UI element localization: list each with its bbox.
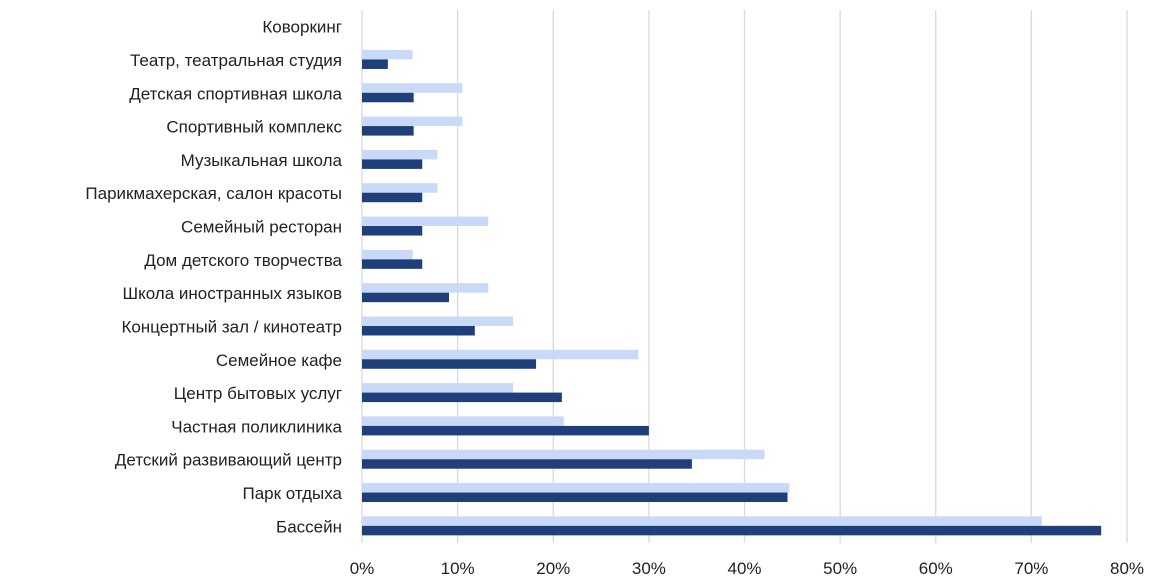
bar-series-2 [362,259,423,269]
bars [362,49,1102,536]
category-label: Центр бытовых услуг [174,384,342,403]
category-label: Концертный зал / кинотеатр [121,317,342,336]
category-label: Музыкальная школа [181,151,343,170]
bar-series-2 [362,292,450,303]
bar-series-1 [362,516,1042,526]
category-label: Театр, театральная студия [130,51,342,70]
bar-series-2 [362,59,388,69]
category-label: Бассейн [276,517,342,536]
category-label: Школа иностранных языков [123,284,342,303]
bar-series-1 [362,116,463,127]
bar-series-2 [362,392,562,403]
bar-series-1 [362,449,765,460]
bar-series-2 [362,126,414,136]
category-label: Семейный ресторан [181,218,342,237]
bar-series-2 [362,525,1102,536]
bar-series-1 [362,483,790,493]
bar-series-1 [362,49,413,60]
category-label: Детский развивающий центр [115,451,342,470]
bar-series-2 [362,359,537,369]
x-tick-label: 30% [632,559,666,578]
x-tick-label: 10% [441,559,475,578]
bar-series-1 [362,416,564,426]
bar-series-1 [362,383,514,393]
category-labels: Коворкинг Театр, театральная студия Детска… [85,18,342,537]
x-tick-label: 50% [823,559,857,578]
bar-series-2 [362,92,414,103]
x-tick-label: 60% [919,559,953,578]
bar-series-1 [362,149,438,160]
category-label: Коворкинг [262,18,342,37]
bar-series-2 [362,159,423,169]
gridlines [361,10,1128,543]
category-label: Спортивный комплекс [166,118,342,137]
category-label: Дом детского творчества [144,251,342,270]
bar-series-1 [362,183,438,193]
category-label: Частная поликлиника [171,417,342,436]
category-label: Парк отдыха [243,484,343,503]
x-tick-label: 20% [536,559,570,578]
x-tick-label: 0% [350,559,375,578]
x-tick-label: 80% [1110,559,1144,578]
bar-series-2 [362,425,649,436]
bar-series-2 [362,192,423,203]
bar-series-1 [362,216,489,227]
bar-series-2 [362,459,692,469]
bar-series-1 [362,249,413,260]
x-tick-label: 70% [1014,559,1048,578]
x-tick-label: 40% [727,559,761,578]
bar-series-2 [362,325,475,336]
x-axis-tick-labels: 0% 10% 20% 30% 40% 50% 60% 70% 80% [350,559,1144,578]
category-label: Детская спортивная школа [129,84,342,103]
bar-series-2 [362,492,788,503]
bar-series-1 [362,83,463,93]
bar-series-2 [362,226,423,236]
bar-series-1 [362,349,639,360]
category-label: Парикмахерская, салон красоты [85,184,342,203]
bar-series-1 [362,283,489,293]
category-label: Семейное кафе [216,351,342,370]
bar-series-1 [362,316,514,326]
